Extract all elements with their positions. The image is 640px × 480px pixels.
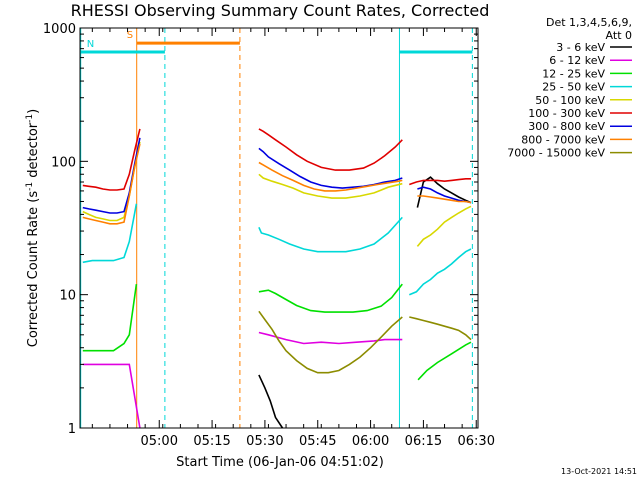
legend-header-line1: Det 1,3,4,5,6,9,: [546, 16, 632, 29]
series-100-300-kev-segment-0: [82, 128, 141, 191]
x-tick-label-05-30: 05:30: [246, 434, 283, 449]
y-axis-label-mid: detector: [26, 122, 41, 182]
y-axis-label-sup1: -1: [25, 182, 35, 191]
x-tick-label-06-00: 06:00: [352, 434, 389, 449]
legend-label-6-12-kev: 6 - 12 keV: [549, 54, 605, 67]
series-12-25-kev-segment-0: [82, 283, 138, 352]
legend-label-100-300-kev: 100 - 300 keV: [528, 107, 605, 120]
y-axis-label-main: Corrected Count Rate (s: [26, 191, 41, 348]
x-axis: 05:00 05:15 05:30 05:45 06:00 06:15 06:30: [91, 28, 495, 449]
plot-marks: SN: [80, 28, 473, 429]
series-800-7000-kev-segment-1: [258, 161, 403, 192]
x-tick-label-06-15: 06:15: [405, 434, 442, 449]
footer-date: 13-Oct-2021 14:51: [561, 467, 637, 476]
legend-label-12-25-kev: 12 - 25 keV: [542, 67, 605, 80]
y-axis: 1 10 100 1000: [43, 22, 478, 437]
series-800-7000-kev-segment-2: [417, 195, 472, 204]
legend-label-25-50-kev: 25 - 50 keV: [542, 81, 605, 94]
legend-header-line2: Att 0: [606, 29, 632, 42]
series-3-6-kev-segment-0: [258, 374, 284, 429]
plot-frame: [79, 27, 479, 429]
y-tick-label-1000: 1000: [43, 22, 76, 37]
series-100-300-kev-segment-2: [409, 178, 471, 186]
y-tick-label-100: 100: [51, 155, 76, 170]
series-6-12-kev-segment-0: [82, 363, 141, 429]
series-300-800-kev-segment-1: [258, 147, 403, 189]
series-50-100-kev-segment-1: [258, 173, 403, 199]
legend-label-3-6-kev: 3 - 6 keV: [556, 41, 605, 54]
legend-label-50-100-kev: 50 - 100 keV: [535, 94, 605, 107]
y-tick-label-1: 1: [68, 422, 76, 437]
x-tick-label-06-30: 06:30: [458, 434, 495, 449]
x-tick-label-05-15: 05:15: [193, 434, 230, 449]
series-100-300-kev-segment-1: [258, 128, 403, 171]
chart-title: RHESSI Observing Summary Count Rates, Co…: [71, 1, 490, 20]
x-tick-label-05-00: 05:00: [141, 434, 178, 449]
y-tick-label-10: 10: [59, 289, 76, 304]
x-axis-label: Start Time (06-Jan-06 04:51:02): [176, 455, 384, 470]
y-axis-label-end: ): [26, 109, 41, 114]
status-bar-label-0: S: [127, 30, 133, 41]
x-tick-label-05-45: 05:45: [299, 434, 336, 449]
legend-label-7000-15000-kev: 7000 - 15000 keV: [507, 147, 605, 160]
series-12-25-kev-segment-1: [258, 283, 403, 313]
series-7000-15000-kev-segment-1: [409, 316, 472, 341]
series-12-25-kev-segment-2: [417, 341, 472, 381]
legend-label-300-800-kev: 300 - 800 keV: [528, 120, 605, 133]
series-800-7000-kev-segment-0: [82, 143, 141, 225]
y-axis-label-sup2: -1: [25, 114, 35, 123]
series-7000-15000-kev-segment-0: [258, 310, 403, 374]
series-50-100-kev-segment-2: [416, 205, 472, 247]
y-axis-label: Corrected Count Rate (s-1 detector-1): [25, 109, 41, 347]
legend-label-800-7000-kev: 800 - 7000 keV: [521, 133, 605, 146]
series-25-50-kev-segment-2: [408, 248, 472, 296]
series-25-50-kev-segment-1: [258, 216, 403, 253]
series-25-50-kev-segment-0: [82, 203, 138, 264]
status-bar-label-1: N: [87, 39, 94, 50]
